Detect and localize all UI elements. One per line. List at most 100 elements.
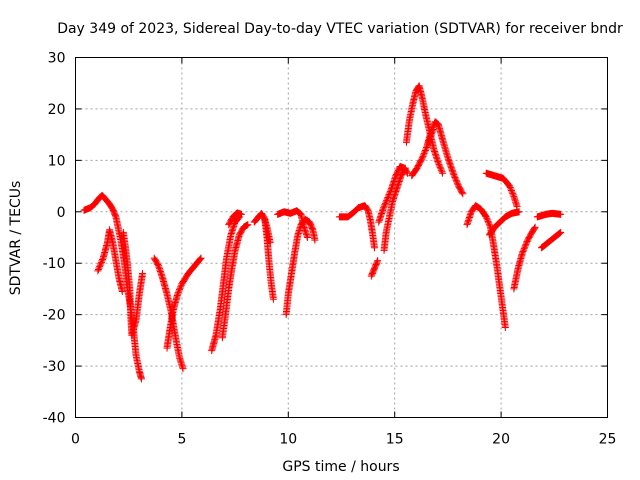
data-point xyxy=(385,191,393,199)
y-tick-label: -10 xyxy=(43,256,66,272)
data-point xyxy=(266,239,274,247)
data-point xyxy=(237,210,245,218)
data-arc xyxy=(282,216,319,319)
data-point xyxy=(96,261,104,269)
data-point xyxy=(453,178,461,186)
data-point xyxy=(382,198,390,206)
data-point xyxy=(380,202,388,210)
grid-lines xyxy=(75,57,608,418)
data-point xyxy=(556,229,564,237)
data-point xyxy=(98,257,106,265)
data-point xyxy=(384,193,392,201)
data-point xyxy=(95,264,103,272)
data-point xyxy=(374,257,382,265)
data-arc xyxy=(274,207,311,241)
data-point xyxy=(459,190,467,198)
data-point xyxy=(244,221,252,229)
x-tick-label: 5 xyxy=(177,432,186,448)
data-point xyxy=(458,189,466,196)
data-arc xyxy=(482,169,521,211)
data-arc xyxy=(80,191,145,383)
y-axis-label: SDTVAR / TECUs xyxy=(8,181,24,296)
data-point xyxy=(507,186,515,194)
data-point xyxy=(97,258,105,266)
data-point xyxy=(518,249,526,257)
data-point xyxy=(420,151,428,159)
data-point xyxy=(174,289,182,297)
data-point xyxy=(506,182,514,190)
data-point xyxy=(520,245,528,253)
y-tick-label: 30 xyxy=(48,51,66,67)
data-point xyxy=(452,176,460,184)
data-arc xyxy=(510,223,539,293)
data-point xyxy=(521,242,529,250)
data-arc xyxy=(402,82,447,177)
data-point xyxy=(484,217,492,225)
data-point xyxy=(174,290,182,298)
data-point xyxy=(519,248,527,255)
y-tick-label: 0 xyxy=(57,205,66,221)
data-point xyxy=(450,172,458,180)
data-point xyxy=(379,205,387,213)
data-point xyxy=(531,224,539,232)
data-point xyxy=(177,283,185,291)
data-arc xyxy=(335,202,378,252)
data-point xyxy=(438,168,446,176)
plot-frame xyxy=(75,57,608,418)
data-point xyxy=(453,179,461,187)
data-arc xyxy=(218,221,252,342)
data-point xyxy=(557,210,565,218)
data-point xyxy=(179,365,187,373)
data-point xyxy=(381,199,389,207)
data-point xyxy=(483,216,491,224)
data-point xyxy=(483,214,491,222)
data-point xyxy=(485,219,493,227)
y-tick-label: -20 xyxy=(43,308,66,324)
data-arc xyxy=(375,163,411,226)
data-point xyxy=(506,184,514,192)
data-point xyxy=(437,166,445,174)
data-arc xyxy=(163,254,205,352)
data-point xyxy=(197,254,205,262)
data-point xyxy=(508,188,516,196)
data-arc xyxy=(533,209,565,221)
data-point xyxy=(507,185,515,193)
data-point xyxy=(452,175,460,183)
data-point xyxy=(196,255,204,263)
y-tick-label: 10 xyxy=(48,153,66,169)
data-point xyxy=(515,208,523,216)
data-point xyxy=(439,169,447,177)
x-tick-label: 20 xyxy=(492,432,510,448)
data-point xyxy=(485,220,493,228)
data-point xyxy=(196,256,204,264)
data-point xyxy=(557,228,565,236)
data-series xyxy=(80,82,565,383)
data-arc xyxy=(425,126,437,146)
data-point xyxy=(509,191,517,199)
data-point xyxy=(531,223,539,231)
data-point xyxy=(176,284,184,292)
data-point xyxy=(384,192,392,200)
data-point xyxy=(381,201,389,209)
data-arc xyxy=(485,208,523,239)
data-point xyxy=(380,204,388,212)
data-arc xyxy=(119,228,147,339)
data-point xyxy=(401,164,409,172)
data-point xyxy=(419,152,427,160)
data-point xyxy=(522,240,530,248)
data-arc xyxy=(538,228,565,252)
data-point xyxy=(509,189,517,197)
data-point xyxy=(437,165,445,173)
y-tick-label: 20 xyxy=(48,102,66,118)
data-point xyxy=(383,195,391,203)
data-point xyxy=(420,149,428,157)
data-point xyxy=(555,230,563,237)
data-point xyxy=(269,295,277,303)
data-point xyxy=(370,244,378,252)
data-point xyxy=(523,239,531,247)
data-point xyxy=(311,236,319,244)
data-point xyxy=(435,160,443,168)
data-arc xyxy=(380,164,409,254)
x-axis-label: GPS time / hours xyxy=(282,459,399,475)
